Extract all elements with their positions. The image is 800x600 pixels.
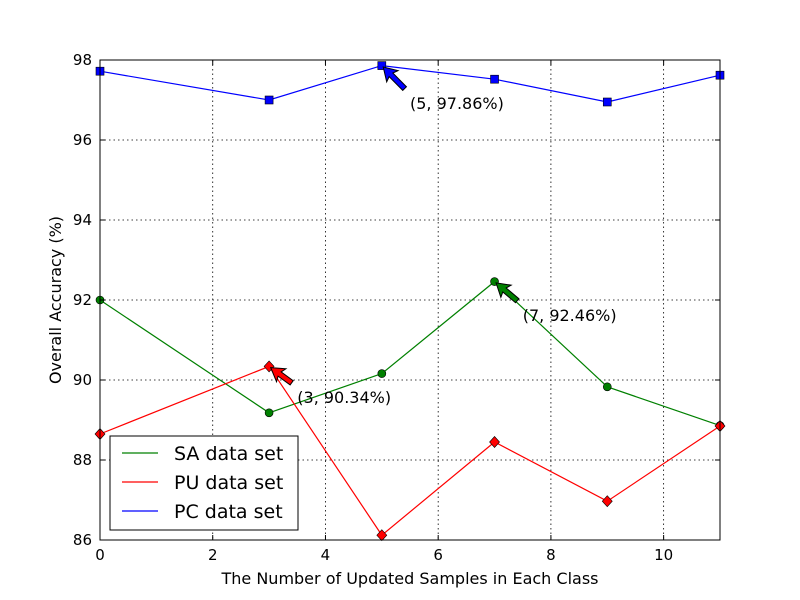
data-point — [601, 495, 613, 508]
series-line — [99, 280, 721, 427]
data-point — [264, 408, 274, 418]
legend-item: PU data set — [122, 472, 283, 494]
annotation-arrow — [382, 66, 408, 92]
series-line — [99, 64, 721, 103]
x-axis-label: The Number of Updated Samples in Each Cl… — [220, 569, 598, 588]
x-tick-label: 0 — [95, 546, 105, 564]
legend-item: SA data set — [122, 443, 283, 465]
series-line — [99, 365, 721, 537]
y-tick-label: 92 — [73, 291, 92, 309]
legend-label: SA data set — [174, 443, 283, 465]
y-tick-label: 98 — [73, 51, 92, 69]
x-tick-label: 10 — [654, 546, 673, 564]
x-tick-label: 2 — [208, 546, 218, 564]
data-point — [376, 529, 388, 542]
legend-label: PC data set — [174, 501, 283, 523]
x-tick-label: 4 — [321, 546, 331, 564]
legend-label: PU data set — [174, 472, 283, 494]
ticks: 0 2 4 6 8 10 86 88 90 92 94 96 98 — [73, 51, 720, 564]
grid — [100, 60, 720, 540]
annotation-label: (5, 97.86%) — [410, 94, 504, 113]
legend: SA data set PU data set PC data set — [109, 435, 299, 531]
data-point — [377, 369, 387, 378]
data-point — [490, 74, 499, 84]
annotation-arrow — [269, 367, 294, 386]
x-tick-label: 8 — [546, 546, 556, 564]
annotations: (5, 97.86%) (7, 92.46%) (3, 90.34%) — [269, 66, 617, 407]
y-tick-label: 96 — [73, 131, 92, 149]
data-point — [377, 61, 387, 70]
data-point — [602, 382, 612, 392]
legend-box — [109, 435, 299, 531]
y-tick-label: 86 — [73, 531, 92, 549]
annotation-1: (7, 92.46%) — [495, 282, 617, 325]
legend-item: PC data set — [122, 501, 283, 523]
y-axis-label: Overall Accuracy (%) — [46, 216, 65, 384]
series-group — [94, 61, 726, 542]
y-tick-label: 88 — [73, 451, 92, 469]
x-tick-label: 6 — [433, 546, 443, 564]
annotation-2: (3, 90.34%) — [269, 367, 391, 407]
annotation-label: (7, 92.46%) — [523, 306, 617, 325]
annotation-label: (3, 90.34%) — [297, 388, 391, 407]
data-point — [264, 95, 274, 105]
data-point — [489, 436, 500, 448]
annotation-0: (5, 97.86%) — [382, 66, 504, 113]
y-tick-label: 94 — [73, 211, 92, 229]
annotation-arrow — [495, 282, 520, 304]
y-tick-label: 90 — [73, 371, 92, 389]
data-point — [602, 97, 612, 107]
